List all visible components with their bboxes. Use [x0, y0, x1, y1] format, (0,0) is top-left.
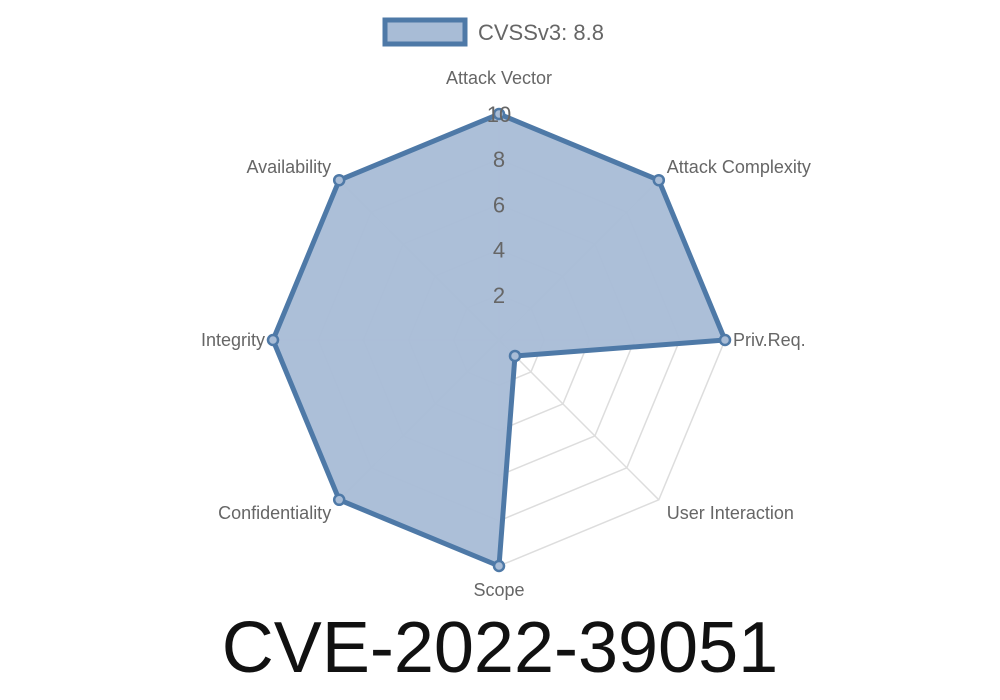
axis-label: Attack Vector — [446, 68, 552, 88]
legend: CVSSv3: 8.8 — [382, 17, 604, 47]
tick-label: 8 — [493, 147, 505, 172]
tick-label: 6 — [493, 192, 505, 217]
tick-label: 10 — [487, 102, 511, 127]
cve-title: CVE-2022-39051 — [222, 608, 778, 688]
data-point — [492, 107, 506, 121]
data-point — [266, 333, 280, 347]
legend-swatch — [382, 17, 468, 47]
data-point — [492, 559, 506, 573]
data-point — [652, 173, 666, 187]
data-point — [332, 493, 346, 507]
axis-label: Confidentiality — [218, 503, 331, 523]
tick-labels: 2 4 6 8 10 — [487, 102, 511, 308]
axis-label: Scope — [473, 580, 524, 600]
axis-label: User Interaction — [667, 503, 794, 523]
data-point — [332, 173, 346, 187]
axis-labels: Attack Vector Attack Complexity Priv.Req. U… — [201, 68, 811, 600]
axis-label: Integrity — [201, 330, 265, 350]
series-layer — [266, 107, 732, 573]
axis-label: Priv.Req. — [733, 330, 806, 350]
tick-label: 2 — [493, 283, 505, 308]
tick-label: 4 — [493, 238, 505, 263]
axis-label: Availability — [246, 157, 331, 177]
data-point — [508, 349, 522, 363]
legend-label: CVSSv3: 8.8 — [478, 20, 604, 45]
axis-label: Attack Complexity — [667, 157, 811, 177]
data-point — [718, 333, 732, 347]
grid-spoke — [498, 339, 660, 501]
